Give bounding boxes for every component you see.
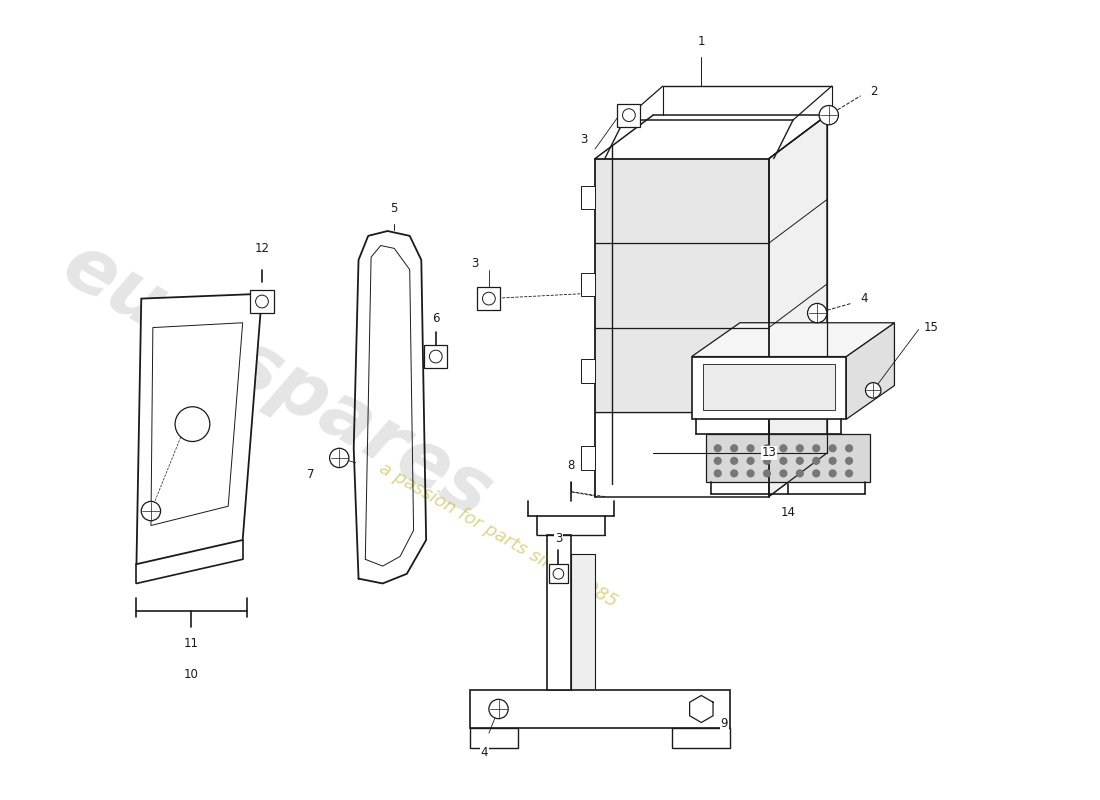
Circle shape [846,445,852,452]
Text: 4: 4 [860,292,868,305]
Text: 11: 11 [184,637,199,650]
Bar [581,273,595,296]
Circle shape [829,470,836,477]
Text: 15: 15 [923,321,938,334]
Circle shape [813,445,820,452]
Circle shape [763,445,770,452]
Bar [581,186,595,209]
Text: 14: 14 [781,506,795,519]
Bar [477,287,500,310]
Text: 2: 2 [870,85,878,98]
Bar [581,359,595,382]
Polygon shape [547,535,571,690]
Polygon shape [846,322,894,419]
Text: 1: 1 [697,34,705,47]
Text: 13: 13 [761,446,777,459]
Polygon shape [571,554,595,690]
Circle shape [813,458,820,464]
Text: 3: 3 [554,532,562,545]
Circle shape [714,470,722,477]
Polygon shape [470,690,730,728]
Circle shape [846,470,852,477]
Polygon shape [136,294,262,564]
Bar [251,290,274,313]
Circle shape [730,458,737,464]
Polygon shape [703,364,835,410]
Polygon shape [706,434,870,482]
Text: 3: 3 [580,133,587,146]
Circle shape [780,445,786,452]
Bar [617,103,640,126]
Polygon shape [672,728,730,748]
Circle shape [747,445,754,452]
Circle shape [866,382,881,398]
Circle shape [141,502,161,521]
Circle shape [763,470,770,477]
Polygon shape [692,357,846,419]
Text: eurospares: eurospares [48,228,504,534]
Circle shape [807,303,827,322]
Bar [425,345,448,368]
Bar [549,564,568,583]
Circle shape [488,699,508,718]
Circle shape [829,458,836,464]
Text: 12: 12 [254,242,270,255]
Text: 8: 8 [568,459,574,473]
Circle shape [483,292,495,305]
Text: 9: 9 [720,717,728,730]
Circle shape [623,109,636,122]
Circle shape [747,470,754,477]
Polygon shape [470,728,518,748]
Circle shape [796,470,803,477]
Circle shape [255,295,268,308]
Text: a passion for parts since 1985: a passion for parts since 1985 [376,459,620,611]
Circle shape [747,458,754,464]
Circle shape [714,458,722,464]
Circle shape [829,445,836,452]
Circle shape [796,458,803,464]
Text: 5: 5 [390,202,398,214]
Polygon shape [690,695,713,722]
Circle shape [730,445,737,452]
Circle shape [780,470,786,477]
Circle shape [820,106,838,125]
Circle shape [780,458,786,464]
Circle shape [846,458,852,464]
Text: 6: 6 [432,312,440,325]
Text: 7: 7 [307,467,314,481]
Polygon shape [692,322,894,357]
Circle shape [429,350,442,363]
Circle shape [330,448,349,467]
Circle shape [813,470,820,477]
Text: 4: 4 [481,746,487,758]
Circle shape [730,470,737,477]
Text: 10: 10 [184,669,199,682]
Circle shape [796,445,803,452]
Circle shape [175,406,210,442]
Polygon shape [769,115,827,497]
Circle shape [763,458,770,464]
Bar [581,446,595,470]
Text: 3: 3 [471,257,478,270]
Circle shape [714,445,722,452]
Circle shape [553,569,563,579]
